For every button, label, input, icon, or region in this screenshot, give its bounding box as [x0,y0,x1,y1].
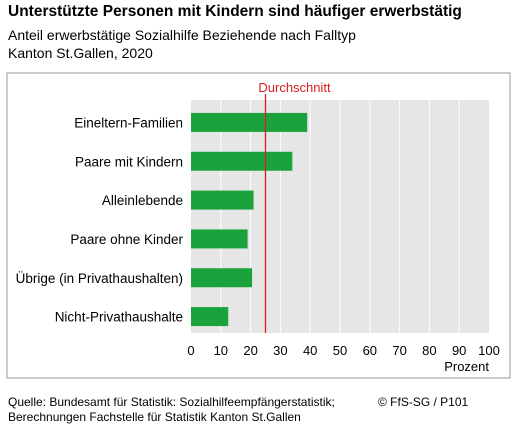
bars [191,112,308,327]
x-tick-label: 50 [333,343,347,358]
source-note: Quelle: Bundesamt für Statistik: Sozialh… [8,395,335,425]
subtitle-line-1: Anteil erwerbstätige Sozialhilfe Beziehe… [8,27,356,43]
bar [191,190,254,210]
bar [191,229,248,249]
chart-subtitle: Anteil erwerbstätige Sozialhilfe Beziehe… [8,26,356,62]
category-label: Eineltern-Familien [74,115,183,130]
x-tick-label: 40 [303,343,317,358]
x-axis-label: Prozent [444,359,489,374]
bar [191,307,229,327]
x-tick-label: 80 [422,343,436,358]
source-line-1: Quelle: Bundesamt für Statistik: Sozialh… [8,395,335,409]
x-tick-label: 0 [187,343,194,358]
source-line-2: Berechnungen Fachstelle für Statistik Ka… [8,410,301,424]
category-label: Nicht-Privathaushalte [55,310,183,325]
category-labels: Eineltern-Familien Paare mit Kindern Allei… [16,115,184,324]
category-label: Alleinlebende [102,193,183,208]
bar-chart: Eineltern-Familien Paare mit Kindern Allei… [6,72,511,379]
x-tick-labels: 0 10 20 30 40 50 60 70 80 90 100 [187,343,499,358]
copyright-note: © FfS-SG / P101 [378,395,469,409]
category-label: Paare ohne Kinder [70,232,183,247]
x-tick-label: 60 [363,343,377,358]
gridlines [220,100,460,333]
category-label: Übrige (in Privathaushalten) [16,271,183,286]
x-tick-label: 70 [392,343,406,358]
x-tick-label: 10 [214,343,228,358]
bar [191,151,293,171]
subtitle-line-2: Kanton St.Gallen, 2020 [8,45,153,61]
reference-line-group: Durchschnitt [258,80,331,333]
category-label: Paare mit Kindern [75,154,183,169]
chart-title: Unterstützte Personen mit Kindern sind h… [8,3,462,20]
bar [191,112,308,132]
x-tick-label: 30 [273,343,287,358]
reference-line-label: Durchschnitt [258,80,331,95]
x-tick-label: 20 [243,343,257,358]
x-tick-label: 100 [478,343,500,358]
x-tick-label: 90 [452,343,466,358]
bar [191,268,253,288]
